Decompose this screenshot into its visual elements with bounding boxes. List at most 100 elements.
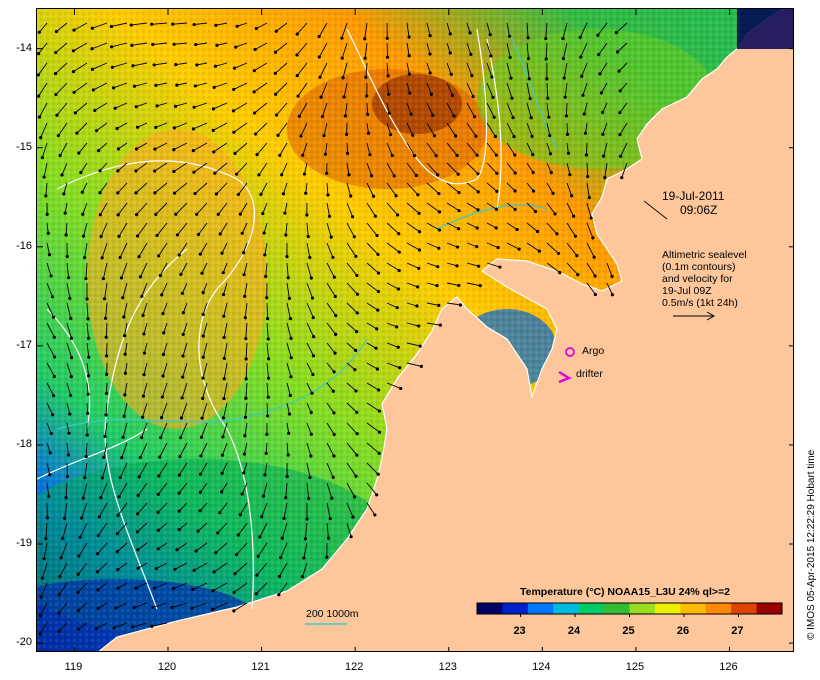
velocity-vector-head [319,95,323,99]
velocity-vector-head [331,255,335,260]
velocity-vector [219,502,228,513]
velocity-vector-head [116,169,120,173]
velocity-vector [486,262,501,268]
velocity-vector [223,322,228,338]
velocity-vector [486,42,492,57]
velocity-vector-head [199,454,203,458]
y-tick-label: -20 [16,636,32,649]
velocity-vector [586,262,596,277]
velocity-vector [306,462,311,478]
velocity-vector-head [114,606,118,610]
colorbar-tick-label: 23 [513,625,526,637]
velocity-vector [46,362,55,377]
velocity-vector-head [122,315,126,319]
velocity-vector-head [323,152,328,156]
velocity-vector-head [198,509,202,513]
colorbar-swatch [527,603,554,614]
velocity-vector-head [255,573,259,577]
velocity-vector [526,82,531,99]
velocity-vector [134,82,148,87]
velocity-vector [406,202,420,214]
velocity-vector [446,262,458,267]
velocity-vector-head [364,75,368,79]
velocity-vector-head [593,292,598,297]
velocity-vector-head [618,89,622,93]
velocity-vector-head [173,567,177,571]
velocity-vector-head [75,131,79,135]
velocity-vector-head [593,274,597,278]
velocity-vector-head [154,212,158,216]
velocity-vector [172,22,188,25]
velocity-vector-head [325,555,329,559]
velocity-vector [215,22,228,26]
velocity-vector [63,182,68,195]
velocity-vector-head [618,111,622,115]
velocity-vector [200,482,208,493]
velocity-vector-head [214,551,218,555]
velocity-vector-head [153,191,157,195]
velocity-vector [279,562,288,577]
velocity-vector [114,622,128,629]
velocity-vector-head [515,227,519,232]
velocity-vectors [37,22,628,636]
velocity-vector-head [154,125,158,129]
velocity-vector-head [507,34,512,38]
velocity-vector-head [417,211,421,215]
velocity-vector-head [376,271,381,275]
velocity-vector [446,242,458,248]
velocity-vector [202,382,208,399]
velocity-vector-head [295,53,299,57]
velocity-vector [255,122,268,135]
velocity-vector-head [334,313,338,318]
velocity-vector-head [59,556,63,560]
velocity-vector-head [286,453,290,457]
velocity-vector [585,142,588,156]
velocity-vector-head [513,171,517,175]
australian-landmass [98,9,793,651]
velocity-vector-head [375,233,379,238]
velocity-vector [386,262,400,271]
velocity-vector-head [242,452,246,456]
velocity-vector-head [73,111,77,115]
velocity-vector [526,242,540,252]
velocity-vector [160,422,168,438]
velocity-vector-head [419,364,423,368]
velocity-vector-head [45,212,49,216]
velocity-vector-head [284,496,288,500]
velocity-vector [86,382,89,395]
velocity-vector [279,142,288,156]
velocity-vector-head [273,50,278,54]
velocity-vector-head [154,567,158,571]
velocity-vector-head [141,313,145,317]
velocity-vector [264,462,268,475]
velocity-vector [263,482,268,497]
velocity-vector-head [137,475,141,479]
velocity-vector [46,382,55,396]
velocity-vector-head [83,255,87,260]
velocity-vector-head [48,473,52,477]
velocity-vector-head [213,171,217,175]
velocity-vector-head [172,126,176,130]
velocity-vector [566,202,574,217]
velocity-vector-head [105,372,109,376]
velocity-vector-head [396,345,400,349]
velocity-vector-head [181,354,185,358]
velocity-vector [275,22,288,32]
velocity-vector [579,22,588,38]
velocity-vector [123,402,128,417]
velocity-vector [426,62,431,74]
velocity-vector-head [344,132,349,136]
velocity-vector [75,102,88,114]
velocity-vector-head [457,283,461,288]
velocity-vector [446,162,459,175]
velocity-vector-head [582,112,586,116]
velocity-vector [506,142,516,156]
argo-label: Argo [582,345,605,357]
velocity-vector-head [173,104,178,108]
velocity-vector [506,222,518,230]
velocity-vector-head [199,435,204,439]
velocity-vector-head [93,108,97,113]
velocity-vector-head [303,537,307,541]
velocity-vector [619,122,628,135]
velocity-vector-head [494,207,499,211]
